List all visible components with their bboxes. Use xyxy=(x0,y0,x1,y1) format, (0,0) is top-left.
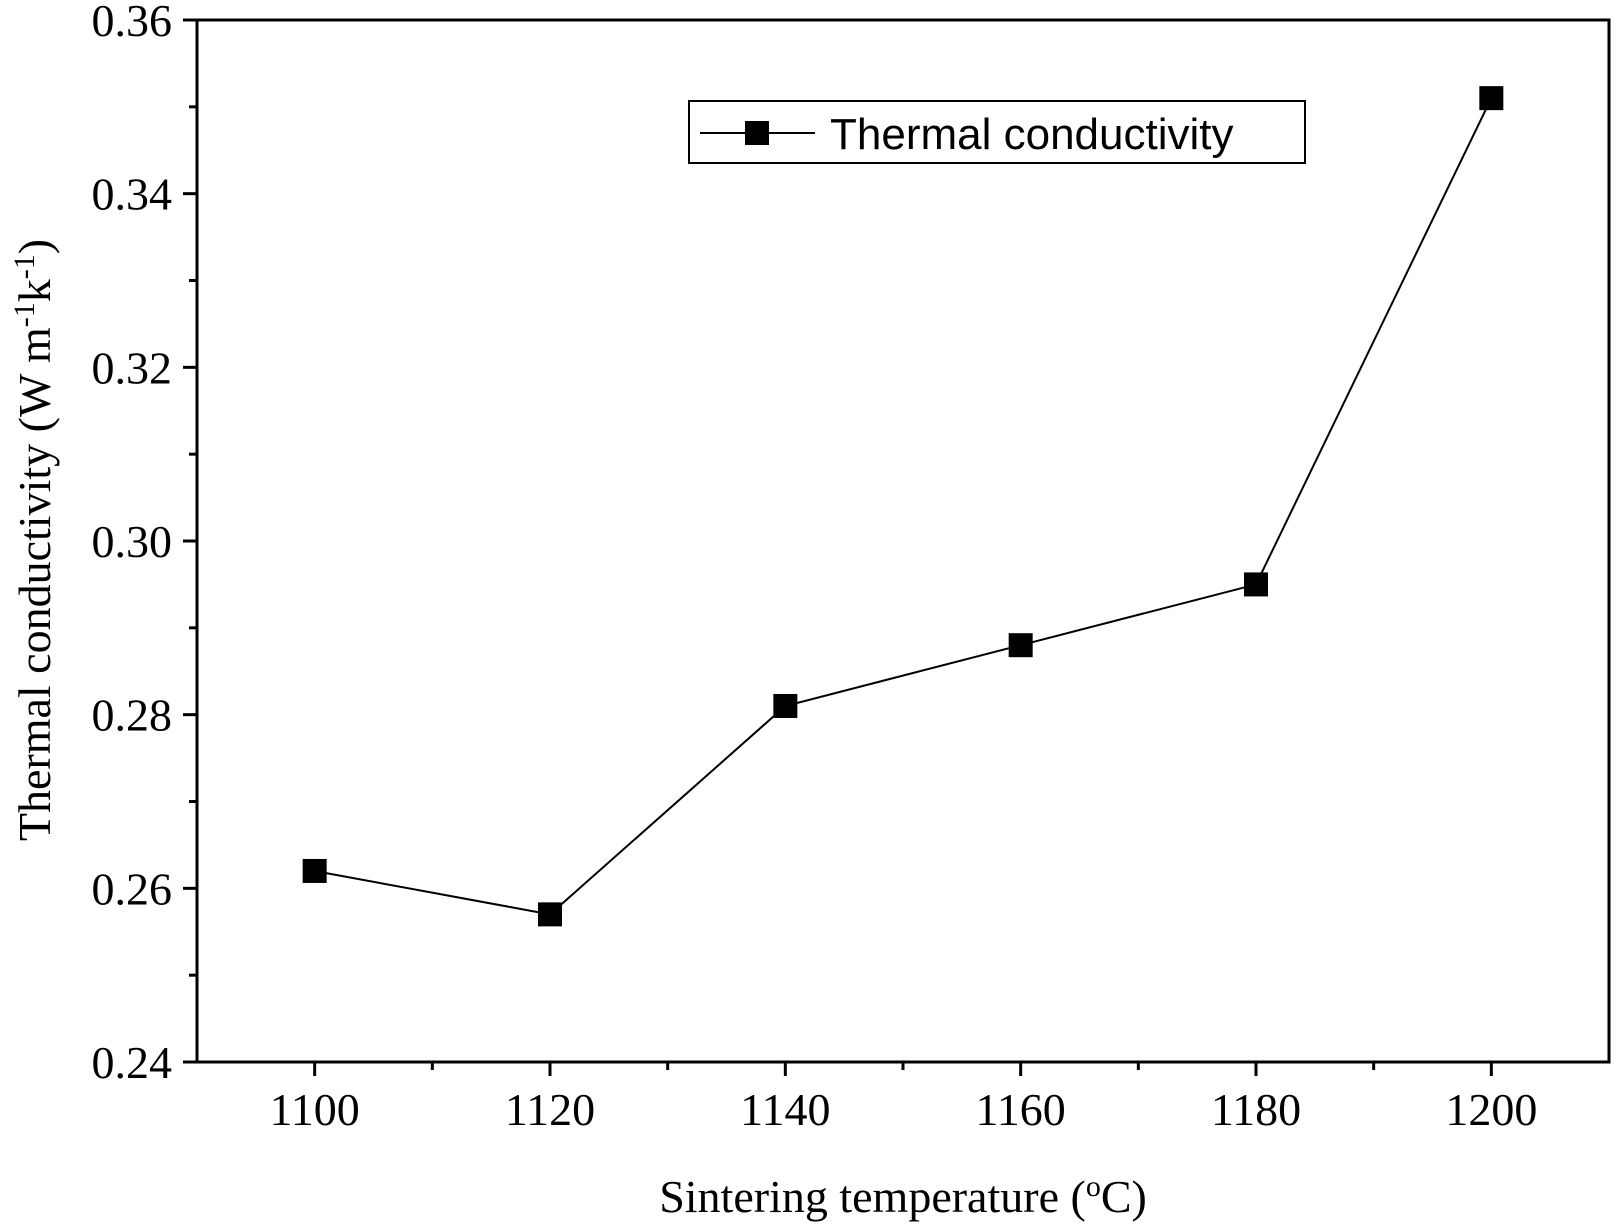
y-tick-label: 0.36 xyxy=(92,0,173,46)
y-tick-label: 0.30 xyxy=(92,516,173,567)
x-tick-label: 1180 xyxy=(1211,1084,1301,1135)
data-point xyxy=(302,858,327,883)
x-axis-tick-labels: 1100 1120 1140 1160 1180 1200 xyxy=(270,1084,1538,1135)
x-tick-label: 1120 xyxy=(505,1084,595,1135)
x-tick-label: 1140 xyxy=(740,1084,830,1135)
data-point xyxy=(1479,86,1504,111)
x-tick-label: 1200 xyxy=(1445,1084,1537,1135)
series-line-thermal-conductivity xyxy=(314,97,1493,916)
legend-label: Thermal conductivity xyxy=(830,110,1233,159)
y-axis-title: Thermal conductivity (W m-1k-1) xyxy=(8,239,61,841)
series-points-thermal-conductivity xyxy=(302,86,1504,927)
y-tick-label: 0.24 xyxy=(92,1037,173,1088)
y-tick-label: 0.32 xyxy=(92,342,173,393)
data-point xyxy=(773,693,798,718)
x-axis-ticks xyxy=(313,1062,1493,1076)
y-axis-tick-labels: 0.24 0.26 0.28 0.30 0.32 0.34 0.36 xyxy=(92,0,173,1088)
data-point xyxy=(538,902,562,927)
legend-marker xyxy=(745,121,769,145)
y-tick-label: 0.34 xyxy=(92,169,173,220)
data-point xyxy=(1008,633,1033,658)
legend: Thermal conductivity xyxy=(688,100,1306,164)
x-tick-label: 1160 xyxy=(976,1084,1066,1135)
plot-frame xyxy=(195,18,1611,1064)
series-line xyxy=(314,97,1493,916)
x-tick-label: 1100 xyxy=(270,1084,360,1135)
y-axis-ticks xyxy=(183,18,197,1064)
x-axis-title: Sintering temperature (oC) xyxy=(659,1170,1147,1223)
data-point xyxy=(1244,572,1268,597)
y-tick-label: 0.28 xyxy=(92,690,173,741)
y-tick-label: 0.26 xyxy=(92,863,173,914)
